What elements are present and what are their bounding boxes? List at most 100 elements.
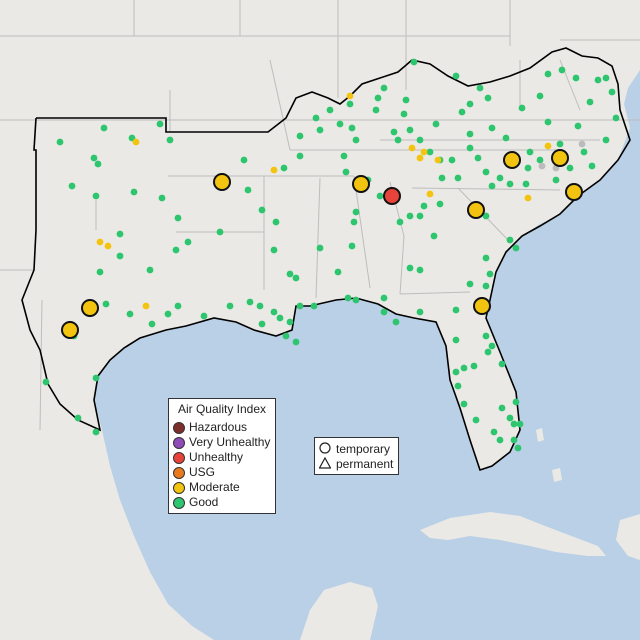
good-monitor-marker [374,94,382,102]
good-monitor-marker [158,194,166,202]
good-monitor-marker [594,76,602,84]
good-monitor-marker [156,120,164,128]
good-swatch [173,497,185,509]
legend-label: Moderate [189,480,240,494]
good-monitor-marker [130,188,138,196]
good-monitor-marker [286,270,294,278]
good-monitor-marker [506,414,514,422]
good-monitor-marker [586,98,594,106]
good-monitor-marker [406,126,414,134]
good-monitor-marker [486,270,494,278]
good-monitor-marker [452,72,460,80]
good-monitor-marker [502,134,510,142]
moderate-monitor-marker [524,194,532,202]
good-monitor-marker [340,152,348,160]
good-monitor-marker [482,168,490,176]
good-monitor-marker [460,400,468,408]
good-monitor-marker [352,208,360,216]
good-monitor-marker [490,428,498,436]
good-monitor-marker [102,300,110,308]
good-monitor-marker [602,136,610,144]
good-monitor-marker [416,266,424,274]
good-monitor-marker [526,148,534,156]
good-monitor-marker [496,436,504,444]
good-monitor-marker [174,302,182,310]
good-monitor-marker [482,254,490,262]
good-monitor-marker [482,212,490,220]
moderate-monitor-marker [142,302,150,310]
good-monitor-marker [488,182,496,190]
good-monitor-marker [350,218,358,226]
good-monitor-marker [56,138,64,146]
no-data-monitor-marker [578,140,586,148]
moderate-temporary-monitor-marker [352,175,370,193]
good-monitor-marker [146,266,154,274]
state-border-line [399,291,471,295]
moderate-temporary-monitor-marker [565,183,583,201]
legend-label: Unhealthy [189,450,244,464]
good-monitor-marker [448,156,456,164]
good-monitor-marker [406,264,414,272]
good-monitor-marker [126,310,134,318]
good-monitor-marker [482,332,490,340]
good-monitor-marker [326,106,334,114]
good-monitor-marker [518,104,526,112]
good-monitor-marker [296,302,304,310]
good-monitor-marker [416,212,424,220]
moderate-temporary-monitor-marker [551,149,569,167]
good-monitor-marker [68,182,76,190]
good-monitor-marker [498,404,506,412]
good-monitor-marker [460,364,468,372]
moderate-monitor-marker [420,148,428,156]
good-monitor-marker [524,164,532,172]
moderate-temporary-monitor-marker [213,173,231,191]
good-monitor-marker [164,310,172,318]
moderate-monitor-marker [434,156,442,164]
good-monitor-marker [588,162,596,170]
moderate-monitor-marker [96,238,104,246]
good-monitor-marker [454,382,462,390]
good-monitor-marker [96,268,104,276]
good-monitor-marker [452,368,460,376]
unhealthy-swatch [173,452,185,464]
good-monitor-marker [496,174,504,182]
good-monitor-marker [292,274,300,282]
good-monitor-marker [514,444,522,452]
good-monitor-marker [602,74,610,82]
good-monitor-marker [516,420,524,428]
good-monitor-marker [484,348,492,356]
large-monitor-markers [61,149,583,339]
good-monitor-marker [426,148,434,156]
good-monitor-marker [406,212,414,220]
good-monitor-marker [280,164,288,172]
moderate-monitor-marker [132,138,140,146]
good-monitor-marker [390,128,398,136]
moderate-temporary-monitor-marker [61,321,79,339]
good-monitor-marker [432,120,440,128]
good-monitor-marker [336,120,344,128]
moderate-temporary-monitor-marker [81,299,99,317]
good-monitor-marker [92,192,100,200]
state-border-line [315,177,321,299]
moderate-monitor-marker [408,144,416,152]
state-borders [0,0,640,431]
good-monitor-marker [454,174,462,182]
good-monitor-marker [216,228,224,236]
good-monitor-marker [544,70,552,78]
good-monitor-marker [352,136,360,144]
good-monitor-marker [244,186,252,194]
good-monitor-marker [90,154,98,162]
good-monitor-marker [470,362,478,370]
good-monitor-marker [522,180,530,188]
good-monitor-marker [372,106,380,114]
good-monitor-marker [116,252,124,260]
good-monitor-marker [352,296,360,304]
aqi-legend: Air Quality Index Hazardous Very Unhealt… [168,398,276,514]
good-monitor-marker [316,126,324,134]
very-unhealthy-swatch [173,437,185,449]
good-monitor-marker [256,302,264,310]
good-monitor-marker [552,176,560,184]
monitor-type-legend: temporary permanent [314,437,399,475]
